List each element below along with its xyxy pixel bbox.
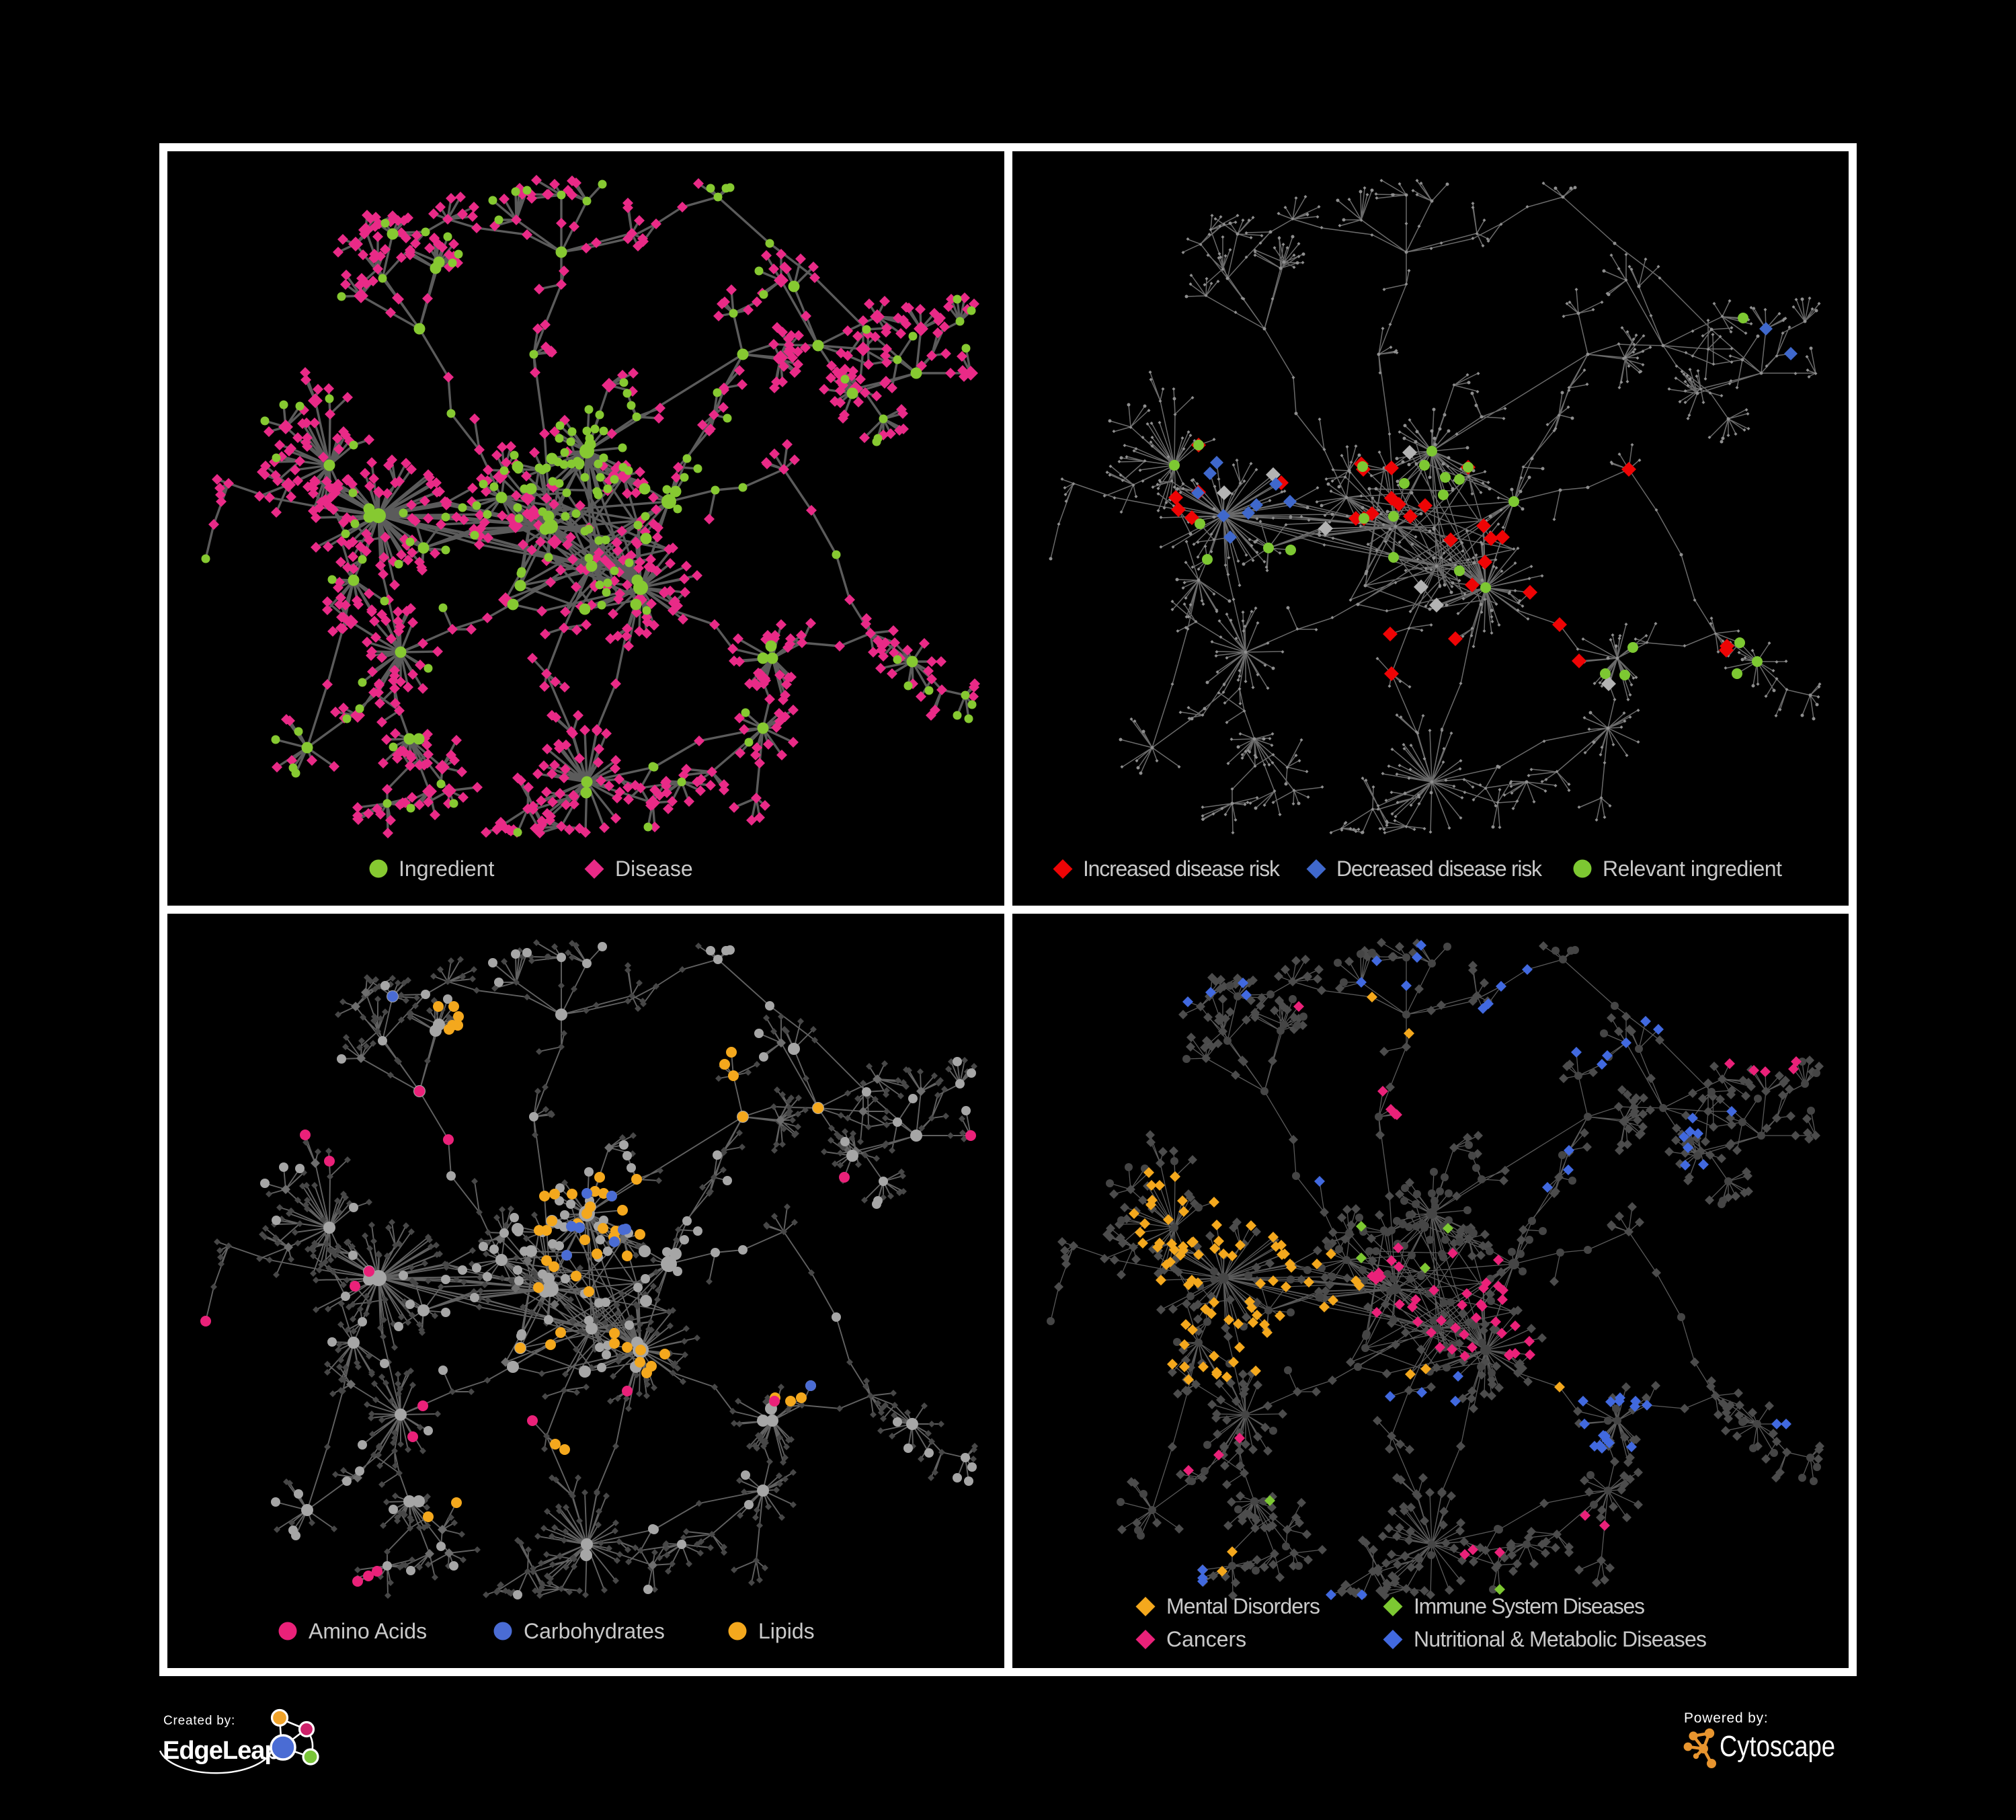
- svg-text:EdgeLeap: EdgeLeap: [163, 1737, 280, 1765]
- svg-text:Relevant ingredient: Relevant ingredient: [1603, 857, 1782, 881]
- svg-text:Mental Disorders: Mental Disorders: [1166, 1594, 1320, 1618]
- svg-text:Created by:: Created by:: [163, 1714, 235, 1728]
- svg-text:Increased disease risk: Increased disease risk: [1083, 857, 1281, 881]
- svg-text:Amino Acids: Amino Acids: [309, 1619, 427, 1643]
- svg-text:Lipids: Lipids: [758, 1619, 815, 1643]
- svg-text:Immune System Diseases: Immune System Diseases: [1414, 1594, 1645, 1618]
- svg-text:Carbohydrates: Carbohydrates: [524, 1619, 665, 1643]
- svg-text:Cytoscape: Cytoscape: [1720, 1730, 1835, 1763]
- svg-text:Ingredient: Ingredient: [399, 857, 494, 881]
- svg-text:Decreased disease risk: Decreased disease risk: [1336, 857, 1543, 881]
- svg-text:Nutritional & Metabolic Diseas: Nutritional & Metabolic Diseases: [1414, 1627, 1707, 1651]
- svg-text:Powered by:: Powered by:: [1684, 1710, 1769, 1726]
- svg-text:Disease: Disease: [615, 857, 693, 881]
- svg-text:Cancers: Cancers: [1166, 1627, 1246, 1651]
